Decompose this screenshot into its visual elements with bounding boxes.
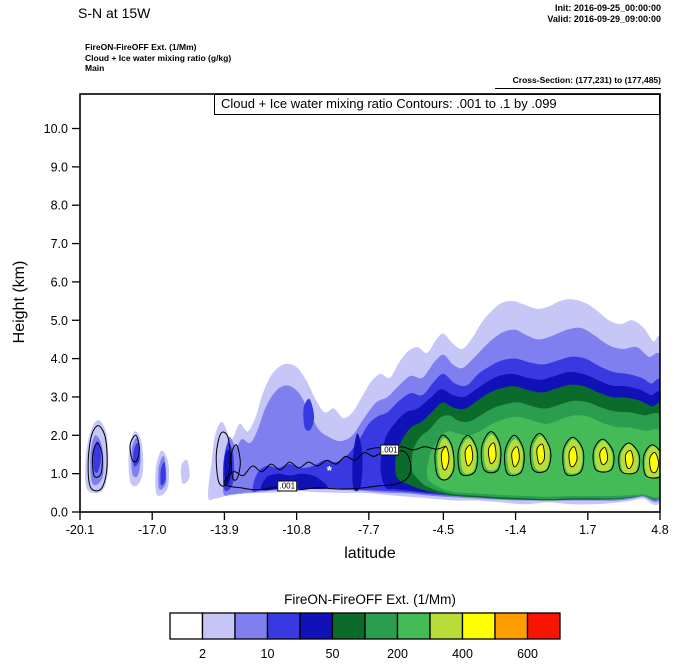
colorbar-cell bbox=[461, 612, 496, 640]
filled-region-blue-patch-3 bbox=[160, 461, 166, 486]
contour-line-group bbox=[87, 425, 660, 492]
filled-region-blue-patch-1 bbox=[93, 440, 101, 474]
y-tick-label: 9.0 bbox=[51, 160, 68, 174]
x-tick-label: -10.8 bbox=[282, 523, 311, 537]
colorbar-cell bbox=[331, 612, 366, 640]
colorbar-cell bbox=[234, 612, 269, 640]
legend-block: FireON-FireOFF Ext. (1/Mm) Cloud + Ice w… bbox=[85, 42, 231, 74]
contour-line-loop-right-5 bbox=[529, 432, 552, 473]
contour-line-loop-left-1-outer bbox=[87, 425, 108, 492]
colorbar-tick-label: 400 bbox=[452, 647, 473, 661]
y-tick-label: 8.0 bbox=[51, 199, 68, 213]
contour-line-loop-right-3 bbox=[480, 430, 502, 474]
contour-inline-label: .001 bbox=[277, 480, 298, 492]
contour-line-loop-right-1 bbox=[434, 434, 455, 481]
filled-region-blue-lobe bbox=[303, 398, 315, 431]
y-tick-label: 7.0 bbox=[51, 237, 68, 251]
colorbar-cell bbox=[201, 612, 236, 640]
colorbar-cell bbox=[396, 612, 431, 640]
y-tick-label: 1.0 bbox=[51, 467, 68, 481]
contour-info-box: Cloud + Ice water mixing ratio Contours:… bbox=[214, 94, 660, 115]
cross-section-rule bbox=[495, 88, 661, 89]
init-valid-block: Init: 2016-09-25_00:00:00 Valid: 2016-09… bbox=[547, 3, 661, 24]
y-tick-label: 4.0 bbox=[51, 352, 68, 366]
contour-line-loop-right-4 bbox=[504, 434, 525, 477]
y-tick-label: 3.0 bbox=[51, 390, 68, 404]
plot-title: S-N at 15W bbox=[78, 5, 151, 21]
contour-line-loop-right-7 bbox=[592, 438, 615, 473]
y-tick-label: 2.0 bbox=[51, 429, 68, 443]
contour-line-loop-right-2 bbox=[457, 434, 479, 477]
filled-region-yellow-cell-2 bbox=[464, 444, 474, 467]
legend-line-domain: Main bbox=[85, 63, 105, 73]
colorbar-tick-label: 10 bbox=[261, 647, 275, 661]
x-tick-label: -7.7 bbox=[358, 523, 380, 537]
x-tick-label: -20.1 bbox=[66, 523, 95, 537]
contour-line-long-001-outline bbox=[223, 450, 412, 491]
filled-region-yellow-cell-1 bbox=[440, 446, 450, 471]
filled-region-yellow-cell-6 bbox=[568, 446, 578, 468]
colorbar-cell bbox=[429, 612, 464, 640]
colorbar-cell bbox=[266, 612, 301, 640]
colorbar-title: FireON-FireOFF Ext. (1/Mm) bbox=[284, 592, 456, 607]
filled-region-yellow-cell-3 bbox=[487, 442, 497, 465]
filled-region-lavender-patch-4 bbox=[180, 459, 190, 484]
valid-line: Valid: 2016-09-29_09:00:00 bbox=[547, 13, 661, 24]
x-tick-label: 4.8 bbox=[651, 523, 668, 537]
colorbar-cell bbox=[169, 612, 204, 640]
x-tick-label: 1.7 bbox=[579, 523, 596, 537]
colorbar-tick-label: 200 bbox=[387, 647, 408, 661]
init-line: Init: 2016-09-25_00:00:00 bbox=[554, 3, 661, 13]
colorbar-cell bbox=[299, 612, 334, 640]
x-tick-label: -4.5 bbox=[433, 523, 455, 537]
station-marker: * bbox=[327, 463, 333, 478]
colorbar-tick-label: 600 bbox=[517, 647, 538, 661]
contour-line-loop-left-1-inner bbox=[92, 442, 103, 478]
legend-line-shading: FireON-FireOFF Ext. (1/Mm) bbox=[85, 42, 197, 52]
filled-region-blue-patch-2 bbox=[133, 442, 140, 467]
y-tick-label: 5.0 bbox=[51, 314, 68, 328]
x-tick-label: -17.0 bbox=[138, 523, 167, 537]
y-tick-label: 10.0 bbox=[44, 122, 68, 136]
contour-line-loop-right-9 bbox=[642, 444, 660, 479]
contour-line-loop-right-8 bbox=[618, 442, 641, 475]
x-tick-label: -1.4 bbox=[505, 523, 527, 537]
filled-region-yellow-cell-4 bbox=[511, 446, 520, 468]
colorbar-cell bbox=[494, 612, 529, 640]
contour-inline-label: .001 bbox=[380, 444, 400, 456]
colorbar-cell bbox=[364, 612, 399, 640]
y-axis-title: Height (km) bbox=[11, 260, 28, 344]
contour-line-loop-right-6 bbox=[562, 436, 585, 477]
filled-region-yellow-cell-7 bbox=[599, 447, 609, 465]
legend-line-contour: Cloud + Ice water mixing ratio (g/kg) bbox=[85, 52, 232, 63]
x-axis-title: latitude bbox=[344, 545, 396, 562]
y-tick-label: 6.0 bbox=[51, 275, 68, 289]
colorbar-tick-label: 50 bbox=[326, 647, 340, 661]
x-tick-label: -13.9 bbox=[210, 523, 239, 537]
filled-region-navy-streak bbox=[352, 433, 363, 492]
filled-region-yellow-cell-5 bbox=[536, 443, 545, 465]
filled-region-yellow-cell-8 bbox=[624, 449, 634, 469]
colorbar-tick-label: 2 bbox=[199, 647, 206, 661]
cross-section-label: Cross-Section: (177,231) to (177,485) bbox=[512, 75, 661, 85]
contour-line-loop-left-3b bbox=[230, 444, 241, 481]
colorbar-cell bbox=[526, 612, 561, 640]
y-tick-label: 0.0 bbox=[51, 506, 68, 520]
filled-region-yellow-cell-9 bbox=[649, 452, 660, 474]
contour-line-loop-left-2 bbox=[129, 434, 140, 463]
